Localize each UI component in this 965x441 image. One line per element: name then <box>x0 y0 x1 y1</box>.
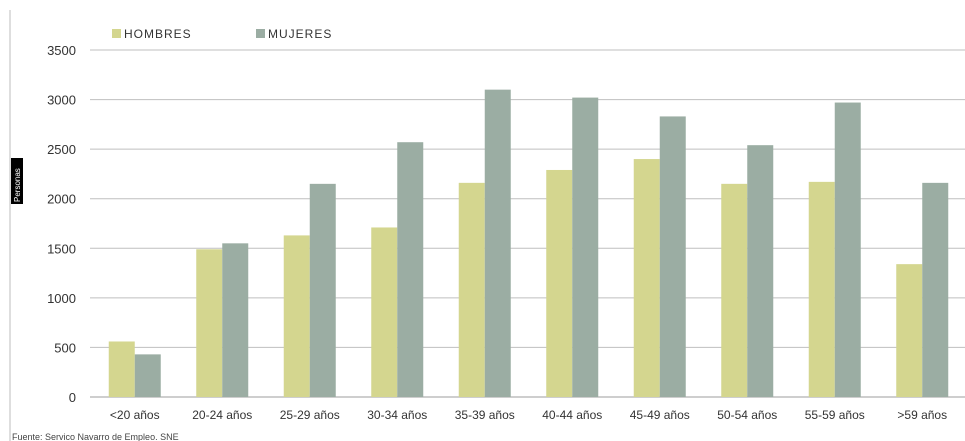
bar-hombres <box>633 159 660 397</box>
bar-mujeres <box>747 145 774 397</box>
bar-hombres <box>196 249 223 397</box>
bar-mujeres <box>309 183 336 397</box>
y-tick-label: 2000 <box>47 192 76 207</box>
x-tick-label: 30-34 años <box>367 408 427 422</box>
bar-mujeres <box>397 142 424 397</box>
x-axis-ticks: <20 años 20-24 años 25-29 años 30-34 años 35… <box>110 408 947 422</box>
x-tick-label: 35-39 años <box>455 408 515 422</box>
bar-hombres <box>808 181 835 397</box>
bar-hombres <box>458 182 485 397</box>
legend-label-mujeres: MUJERES <box>268 27 332 41</box>
legend-swatch-hombres <box>112 29 121 38</box>
y-tick-label: 3500 <box>47 43 76 58</box>
legend-label-hombres: HOMBRES <box>124 27 192 41</box>
y-tick-label: 0 <box>69 390 76 405</box>
y-tick-label: 2500 <box>47 142 76 157</box>
x-tick-label: 40-44 años <box>542 408 602 422</box>
y-tick-label: 3000 <box>47 93 76 108</box>
x-tick-label: 20-24 años <box>192 408 252 422</box>
y-tick-label: 1500 <box>47 241 76 256</box>
x-tick-label: 25-29 años <box>280 408 340 422</box>
x-tick-label: 55-59 años <box>805 408 865 422</box>
bar-mujeres <box>922 182 949 397</box>
bar-mujeres <box>659 116 686 397</box>
y-axis-label-text: Personas <box>13 168 22 202</box>
bar-mujeres <box>222 243 249 397</box>
y-axis-ticks: 0 500 1000 1500 2000 2500 3000 3500 <box>47 43 76 405</box>
bar-hombres <box>108 341 135 397</box>
legend-swatch-mujeres <box>256 29 265 38</box>
bar-hombres <box>721 183 748 397</box>
bar-mujeres <box>134 354 161 397</box>
x-tick-label: 50-54 años <box>717 408 777 422</box>
bar-hombres <box>371 227 398 397</box>
source-note: Fuente: Servico Navarro de Empleo. SNE <box>12 432 179 441</box>
legend: HOMBRES MUJERES <box>112 27 332 41</box>
bar-hombres <box>896 264 923 397</box>
y-tick-label: 1000 <box>47 291 76 306</box>
bar-hombres <box>283 235 310 397</box>
x-tick-label: 45-49 años <box>630 408 690 422</box>
x-tick-label: >59 años <box>897 408 947 422</box>
y-tick-label: 500 <box>54 340 76 355</box>
bars <box>108 89 949 398</box>
bar-hombres <box>546 169 573 397</box>
bar-mujeres <box>484 89 511 398</box>
y-axis-label: Personas <box>11 158 23 204</box>
bar-mujeres <box>834 102 861 397</box>
bar-mujeres <box>572 97 599 398</box>
x-tick-label: <20 años <box>110 408 160 422</box>
